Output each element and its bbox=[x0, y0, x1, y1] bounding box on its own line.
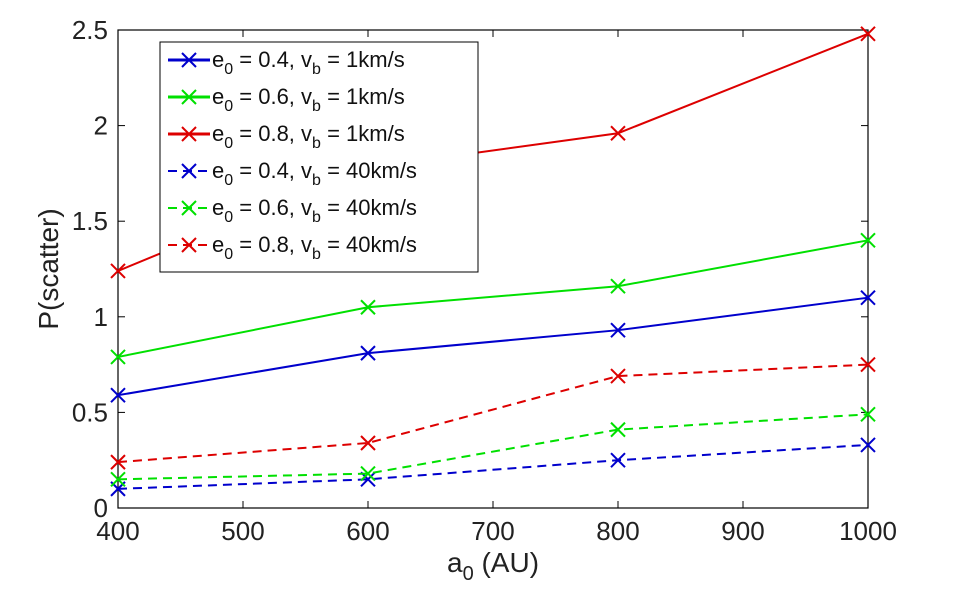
series-5 bbox=[110, 406, 876, 488]
series-2 bbox=[110, 232, 876, 365]
legend-label: e0 = 0.6, vb = 1km/s bbox=[212, 84, 405, 115]
y-axis-label: P(scatter) bbox=[33, 208, 64, 329]
x-tick-label: 500 bbox=[221, 516, 264, 546]
legend-entry: e0 = 0.6, vb = 40km/s bbox=[168, 195, 417, 226]
x-tick-label: 400 bbox=[96, 516, 139, 546]
legend-label: e0 = 0.6, vb = 40km/s bbox=[212, 195, 417, 226]
axis-ticks bbox=[117, 29, 869, 509]
x-axis-label: a0 (AU) bbox=[447, 547, 539, 585]
legend-label: e0 = 0.4, vb = 1km/s bbox=[212, 47, 405, 78]
legend-entry: e0 = 0.4, vb = 1km/s bbox=[168, 47, 405, 78]
y-tick-label: 2.5 bbox=[72, 15, 108, 45]
series-line bbox=[117, 363, 869, 464]
x-tick-label: 1000 bbox=[839, 516, 897, 546]
legend-box bbox=[159, 41, 479, 273]
x-tick-label: 700 bbox=[471, 516, 514, 546]
legend: e0 = 0.4, vb = 1km/s e0 = 0.6, vb = 1km/s… bbox=[159, 41, 479, 273]
series-line bbox=[117, 413, 869, 481]
x-axis-label-main: a bbox=[447, 547, 463, 578]
x-tick-label: 600 bbox=[346, 516, 389, 546]
series-6 bbox=[110, 356, 876, 470]
series-line bbox=[117, 239, 869, 358]
legend-label: e0 = 0.8, vb = 40km/s bbox=[212, 232, 417, 263]
y-tick-label: 1.5 bbox=[72, 206, 108, 236]
y-axis-tick-labels: 0 0.5 1 1.5 2 2.5 bbox=[72, 15, 108, 523]
y-tick-label: 1 bbox=[94, 302, 108, 332]
x-axis-label-sub: 0 bbox=[463, 563, 474, 585]
series-layer bbox=[110, 26, 876, 497]
x-axis-tick-labels: 400 500 600 700 800 900 1000 bbox=[96, 516, 897, 546]
y-tick-label: 0.5 bbox=[72, 397, 108, 427]
legend-entry: e0 = 0.4, vb = 40km/s bbox=[168, 158, 417, 189]
series-1 bbox=[110, 289, 876, 403]
legend-entry: e0 = 0.8, vb = 40km/s bbox=[168, 232, 417, 263]
legend-entry: e0 = 0.6, vb = 1km/s bbox=[168, 84, 405, 115]
x-tick-label: 800 bbox=[596, 516, 639, 546]
legend-label: e0 = 0.4, vb = 40km/s bbox=[212, 158, 417, 189]
y-tick-label: 2 bbox=[94, 111, 108, 141]
series-line bbox=[117, 296, 869, 397]
x-tick-label: 900 bbox=[721, 516, 764, 546]
legend-label: e0 = 0.8, vb = 1km/s bbox=[212, 121, 405, 152]
x-axis-label-rest: (AU) bbox=[474, 547, 539, 578]
series-line bbox=[117, 443, 869, 490]
legend-entry: e0 = 0.8, vb = 1km/s bbox=[168, 121, 405, 152]
y-tick-label: 0 bbox=[94, 493, 108, 523]
